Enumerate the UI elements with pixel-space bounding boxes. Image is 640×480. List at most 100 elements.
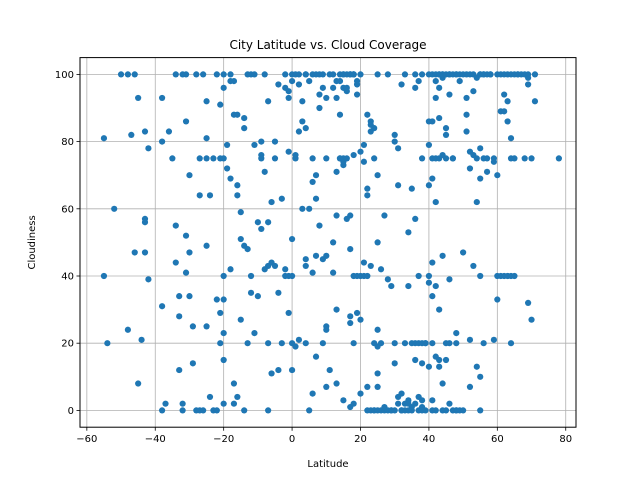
- data-point: [360, 259, 368, 266]
- data-point: [306, 407, 313, 414]
- data-point: [391, 360, 398, 367]
- data-point: [135, 94, 142, 102]
- data-point: [288, 272, 296, 280]
- data-point: [182, 269, 190, 276]
- data-point: [282, 71, 289, 78]
- data-point: [483, 168, 491, 175]
- data-point: [432, 94, 439, 102]
- data-point: [442, 131, 450, 138]
- data-point: [158, 303, 166, 310]
- data-point: [391, 131, 398, 138]
- data-point: [206, 192, 214, 199]
- data-point: [323, 155, 330, 162]
- data-point: [470, 88, 477, 95]
- data-point: [244, 246, 251, 253]
- x-tick-label: 0: [289, 434, 295, 445]
- data-point: [453, 330, 460, 337]
- data-point: [182, 71, 190, 78]
- data-point: [288, 366, 296, 374]
- data-point: [306, 78, 313, 85]
- x-tick-label: 40: [423, 434, 436, 445]
- data-point: [511, 272, 518, 280]
- data-point: [237, 316, 244, 323]
- data-point: [319, 71, 326, 78]
- data-point: [336, 111, 344, 118]
- data-point: [288, 235, 296, 243]
- data-point: [278, 340, 285, 347]
- data-point: [477, 373, 484, 380]
- data-point: [124, 326, 131, 333]
- data-point: [330, 239, 337, 246]
- data-point: [292, 343, 299, 350]
- data-point: [395, 400, 402, 407]
- data-point: [432, 407, 439, 414]
- data-point: [528, 155, 535, 162]
- data-point: [432, 78, 439, 85]
- data-point: [473, 155, 480, 162]
- data-point: [206, 393, 214, 401]
- data-point: [302, 71, 309, 78]
- data-point: [241, 407, 248, 414]
- data-point: [230, 380, 238, 387]
- data-point: [425, 182, 433, 189]
- data-point: [217, 101, 224, 108]
- data-point: [401, 340, 409, 347]
- data-point: [203, 155, 210, 162]
- data-point: [302, 340, 309, 347]
- data-point: [186, 172, 193, 179]
- chart-title: City Latitude vs. Cloud Coverage: [229, 38, 426, 52]
- data-point: [172, 71, 179, 78]
- data-point: [360, 141, 368, 149]
- data-point: [343, 88, 350, 95]
- data-point: [333, 212, 340, 219]
- data-point: [302, 256, 309, 263]
- data-point: [196, 192, 203, 199]
- data-point: [312, 353, 320, 360]
- data-point: [490, 336, 498, 343]
- data-point: [477, 272, 484, 280]
- data-point: [141, 249, 149, 256]
- data-point: [258, 155, 265, 162]
- data-point: [494, 172, 501, 179]
- data-point: [388, 282, 395, 290]
- data-point: [477, 145, 484, 152]
- data-point: [504, 118, 511, 125]
- data-point: [312, 195, 320, 202]
- data-point: [521, 155, 528, 162]
- data-point: [473, 363, 480, 370]
- data-point: [234, 182, 241, 189]
- data-point: [189, 360, 196, 367]
- data-point: [377, 340, 385, 347]
- data-point: [442, 155, 450, 162]
- data-point: [377, 266, 385, 273]
- data-point: [555, 155, 562, 162]
- data-point: [432, 198, 439, 206]
- data-point: [323, 326, 330, 333]
- y-tick-label: 0: [68, 406, 74, 417]
- data-point: [227, 71, 234, 78]
- data-point: [446, 340, 453, 347]
- data-point: [333, 306, 340, 313]
- data-point: [391, 340, 398, 347]
- data-point: [442, 407, 450, 414]
- data-point: [401, 71, 409, 78]
- data-point: [299, 98, 306, 105]
- data-point: [268, 370, 275, 377]
- data-point: [391, 138, 398, 145]
- data-point: [172, 259, 179, 266]
- data-point: [227, 266, 234, 273]
- plot-area-frame: [79, 57, 577, 428]
- data-point: [241, 114, 248, 122]
- data-point: [364, 383, 371, 390]
- data-point: [425, 272, 433, 280]
- data-point: [234, 393, 241, 401]
- data-point: [429, 397, 436, 404]
- data-point: [350, 340, 357, 347]
- data-point: [295, 81, 303, 88]
- data-point: [100, 272, 108, 280]
- data-point: [460, 249, 467, 256]
- data-point: [501, 91, 508, 98]
- data-point: [203, 135, 210, 142]
- x-tick-label: −20: [213, 434, 234, 445]
- data-point: [446, 276, 453, 283]
